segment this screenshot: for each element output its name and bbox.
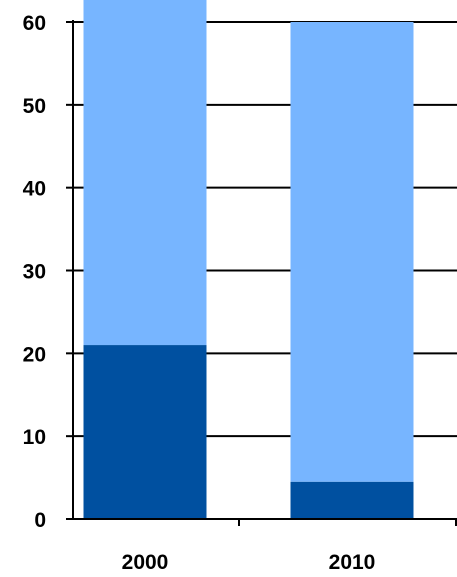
y-tick-label-40: 40 (23, 178, 46, 201)
x-category-label-2010: 2010 (329, 551, 376, 574)
y-tick-label-20: 20 (23, 343, 46, 366)
y-tick-label-30: 30 (23, 261, 46, 284)
y-tick-label-10: 10 (23, 426, 46, 449)
x-category-label-2000: 2000 (122, 551, 169, 574)
y-tick-label-0: 0 (34, 509, 46, 532)
bar-2000-segment-1 (83, 345, 207, 519)
bar-2010-segment-1 (290, 481, 414, 519)
x-axis-category-labels: 2000 2010 (122, 551, 376, 574)
bar-2000-segment-2 (83, 0, 207, 346)
y-tick-label-50: 50 (23, 95, 46, 118)
y-axis-ticks (66, 21, 73, 520)
x-axis-ticks (238, 519, 457, 526)
bars (83, 0, 414, 519)
bar-2010-segment-2 (290, 22, 414, 482)
y-axis-tick-labels: 0 10 20 30 40 50 60 (23, 12, 46, 532)
y-tick-label-60: 60 (23, 12, 46, 35)
